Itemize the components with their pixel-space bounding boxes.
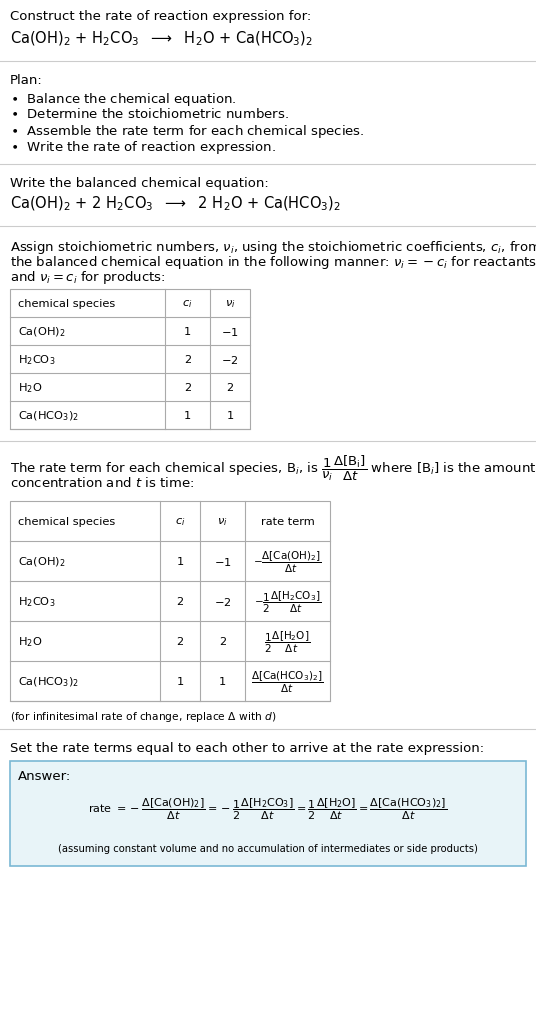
Text: 1: 1 — [184, 327, 191, 336]
Text: 1: 1 — [176, 677, 184, 687]
Text: $-$2: $-$2 — [214, 595, 231, 607]
Text: $\bullet$  Write the rate of reaction expression.: $\bullet$ Write the rate of reaction exp… — [10, 139, 276, 156]
Text: Ca(OH)$_2$ + 2 H$_2$CO$_3$  $\longrightarrow$  2 H$_2$O + Ca(HCO$_3$)$_2$: Ca(OH)$_2$ + 2 H$_2$CO$_3$ $\longrightar… — [10, 195, 341, 213]
Text: 2: 2 — [219, 637, 226, 646]
Text: 2: 2 — [176, 596, 183, 606]
Text: Assign stoichiometric numbers, $\nu_i$, using the stoichiometric coefficients, $: Assign stoichiometric numbers, $\nu_i$, … — [10, 238, 536, 256]
Text: $-\dfrac{\Delta[\mathrm{Ca(OH)_2}]}{\Delta t}$: $-\dfrac{\Delta[\mathrm{Ca(OH)_2}]}{\Del… — [253, 549, 322, 574]
Text: and $\nu_i = c_i$ for products:: and $\nu_i = c_i$ for products: — [10, 269, 166, 285]
FancyBboxPatch shape — [10, 289, 250, 430]
Text: rate term: rate term — [260, 517, 315, 527]
Text: $c_i$: $c_i$ — [175, 516, 185, 528]
Text: 2: 2 — [226, 382, 234, 392]
Text: $\dfrac{1}{2}\dfrac{\Delta[\mathrm{H_2O}]}{\Delta t}$: $\dfrac{1}{2}\dfrac{\Delta[\mathrm{H_2O}… — [264, 629, 310, 654]
Text: Plan:: Plan: — [10, 74, 43, 87]
Text: rate $= -\dfrac{\Delta[\mathrm{Ca(OH)_2}]}{\Delta t} = -\dfrac{1}{2}\dfrac{\Delt: rate $= -\dfrac{\Delta[\mathrm{Ca(OH)_2}… — [88, 796, 448, 821]
Text: 2: 2 — [176, 637, 183, 646]
Text: $\dfrac{\Delta[\mathrm{Ca(HCO_3)_2}]}{\Delta t}$: $\dfrac{\Delta[\mathrm{Ca(HCO_3)_2}]}{\D… — [251, 668, 324, 694]
Text: $\nu_i$: $\nu_i$ — [225, 298, 235, 310]
Text: chemical species: chemical species — [18, 299, 115, 309]
Text: H$_2$O: H$_2$O — [18, 381, 42, 394]
Text: $-$1: $-$1 — [214, 555, 232, 568]
Text: chemical species: chemical species — [18, 517, 115, 527]
Text: Ca(HCO$_3$)$_2$: Ca(HCO$_3$)$_2$ — [18, 409, 79, 423]
Text: $-\dfrac{1}{2}\dfrac{\Delta[\mathrm{H_2CO_3}]}{\Delta t}$: $-\dfrac{1}{2}\dfrac{\Delta[\mathrm{H_2C… — [254, 589, 321, 614]
Text: the balanced chemical equation in the following manner: $\nu_i = -c_i$ for react: the balanced chemical equation in the fo… — [10, 254, 536, 271]
Text: The rate term for each chemical species, B$_i$, is $\dfrac{1}{\nu_i}\dfrac{\Delt: The rate term for each chemical species,… — [10, 453, 536, 483]
Text: Ca(OH)$_2$: Ca(OH)$_2$ — [18, 554, 66, 569]
Text: Answer:: Answer: — [18, 769, 71, 783]
Text: 1: 1 — [219, 677, 226, 687]
Text: $\bullet$  Balance the chemical equation.: $\bullet$ Balance the chemical equation. — [10, 91, 237, 108]
Text: 1: 1 — [184, 411, 191, 421]
Text: $\bullet$  Assemble the rate term for each chemical species.: $\bullet$ Assemble the rate term for eac… — [10, 123, 364, 140]
Text: H$_2$O: H$_2$O — [18, 635, 42, 648]
Text: concentration and $t$ is time:: concentration and $t$ is time: — [10, 476, 194, 489]
Text: 2: 2 — [184, 382, 191, 392]
Text: Ca(OH)$_2$ + H$_2$CO$_3$  $\longrightarrow$  H$_2$O + Ca(HCO$_3$)$_2$: Ca(OH)$_2$ + H$_2$CO$_3$ $\longrightarro… — [10, 30, 313, 48]
FancyBboxPatch shape — [10, 501, 330, 701]
Text: Set the rate terms equal to each other to arrive at the rate expression:: Set the rate terms equal to each other t… — [10, 741, 484, 754]
Text: H$_2$CO$_3$: H$_2$CO$_3$ — [18, 594, 55, 608]
FancyBboxPatch shape — [10, 761, 526, 866]
Text: $-$2: $-$2 — [221, 354, 239, 366]
Text: Ca(OH)$_2$: Ca(OH)$_2$ — [18, 325, 66, 338]
Text: $c_i$: $c_i$ — [182, 298, 193, 310]
Text: 1: 1 — [176, 556, 184, 567]
Text: $-$1: $-$1 — [221, 326, 239, 337]
Text: Construct the rate of reaction expression for:: Construct the rate of reaction expressio… — [10, 10, 311, 23]
Text: Ca(HCO$_3$)$_2$: Ca(HCO$_3$)$_2$ — [18, 675, 79, 688]
Text: $\bullet$  Determine the stoichiometric numbers.: $\bullet$ Determine the stoichiometric n… — [10, 107, 289, 121]
Text: $\nu_i$: $\nu_i$ — [217, 516, 228, 528]
Text: Write the balanced chemical equation:: Write the balanced chemical equation: — [10, 177, 269, 190]
Text: 2: 2 — [184, 355, 191, 365]
Text: H$_2$CO$_3$: H$_2$CO$_3$ — [18, 353, 55, 367]
Text: 1: 1 — [226, 411, 234, 421]
Text: (assuming constant volume and no accumulation of intermediates or side products): (assuming constant volume and no accumul… — [58, 843, 478, 853]
Text: (for infinitesimal rate of change, replace $\Delta$ with $d$): (for infinitesimal rate of change, repla… — [10, 709, 277, 723]
